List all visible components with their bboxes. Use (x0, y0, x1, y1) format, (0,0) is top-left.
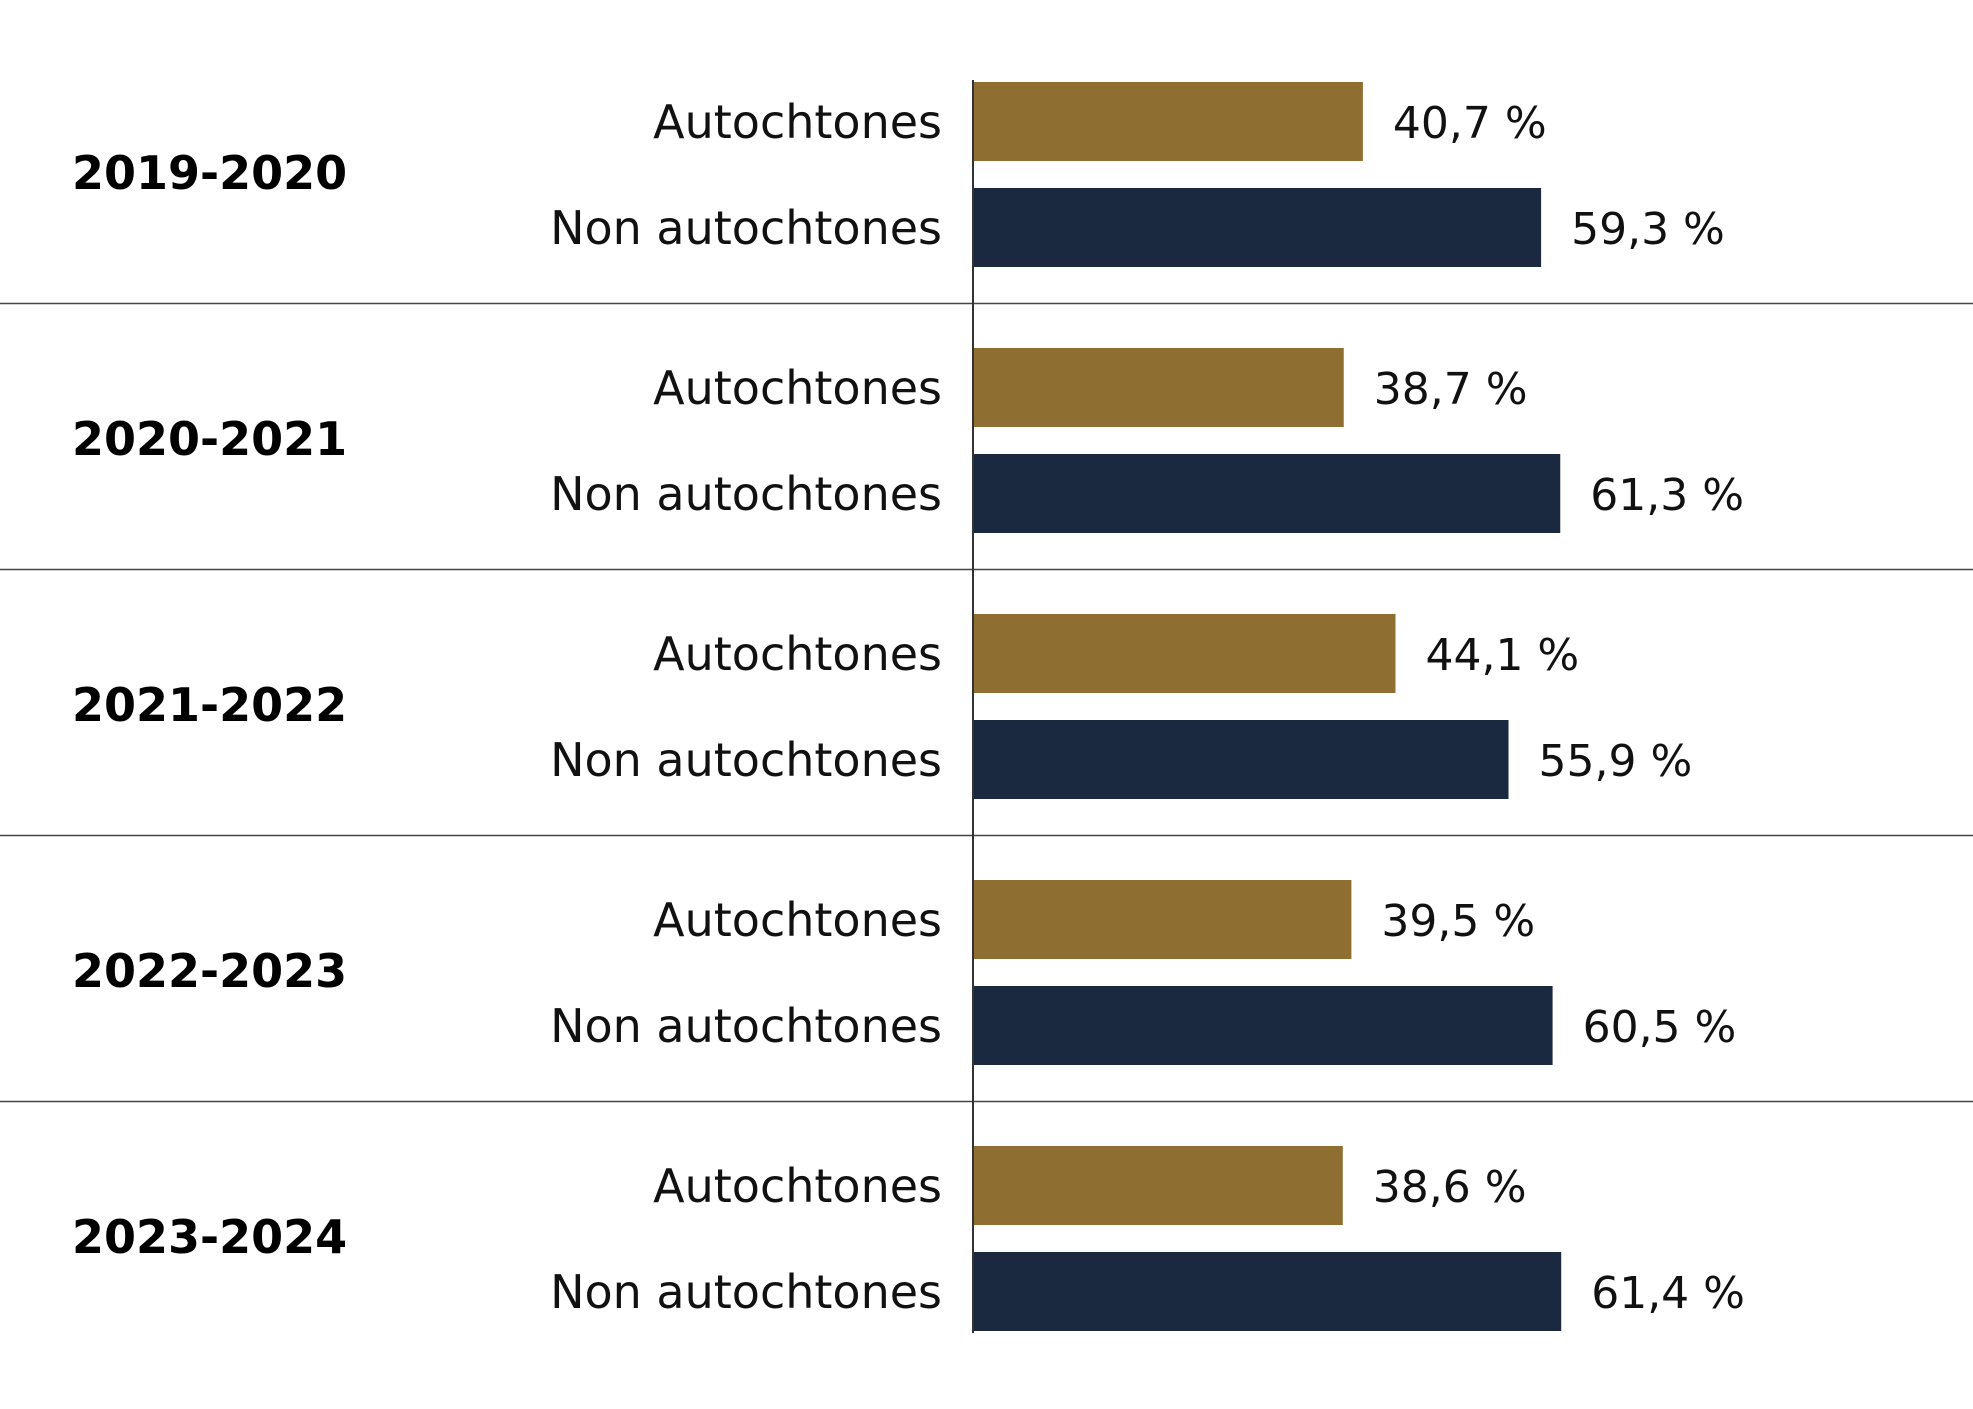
year-label: 2020-2021 (72, 412, 347, 466)
bar-autochtones (973, 1146, 1343, 1225)
year-label: 2021-2022 (72, 678, 347, 732)
value-label: 61,4 % (1591, 1268, 1745, 1319)
value-label: 55,9 % (1539, 736, 1693, 787)
series-label: Non autochtones (550, 733, 942, 787)
series-label: Non autochtones (550, 999, 942, 1053)
value-label: 39,5 % (1381, 896, 1535, 947)
value-label: 59,3 % (1571, 204, 1725, 255)
series-label: Non autochtones (550, 467, 942, 521)
bar-non-autochtones (973, 454, 1561, 533)
year-label: 2023-2024 (72, 1210, 347, 1264)
value-label: 38,6 % (1373, 1162, 1527, 1213)
series-label: Autochtones (653, 361, 942, 415)
value-label: 60,5 % (1583, 1002, 1737, 1053)
series-label: Non autochtones (550, 1265, 942, 1319)
series-label: Autochtones (653, 893, 942, 947)
series-label: Autochtones (653, 627, 942, 681)
year-label: 2019-2020 (72, 146, 347, 200)
year-label: 2022-2023 (72, 944, 347, 998)
series-label: Autochtones (653, 1159, 942, 1213)
bar-non-autochtones (973, 720, 1509, 799)
bar-autochtones (973, 348, 1344, 427)
bar-autochtones (973, 880, 1352, 959)
value-label: 44,1 % (1425, 630, 1579, 681)
bar-non-autochtones (973, 986, 1553, 1065)
value-label: 61,3 % (1590, 470, 1744, 521)
series-label: Non autochtones (550, 201, 942, 255)
group-separators (0, 302, 1973, 1103)
bar-non-autochtones (973, 1252, 1562, 1331)
labels: 2019-2020 Autochtones 40,7 % Non autochtone… (72, 95, 1745, 1319)
value-label: 38,7 % (1374, 364, 1528, 415)
bar-autochtones (973, 82, 1363, 161)
value-label: 40,7 % (1393, 98, 1547, 149)
bar-non-autochtones (973, 188, 1542, 267)
bar-autochtones (973, 614, 1396, 693)
series-label: Autochtones (653, 95, 942, 149)
bars (973, 82, 1562, 1331)
